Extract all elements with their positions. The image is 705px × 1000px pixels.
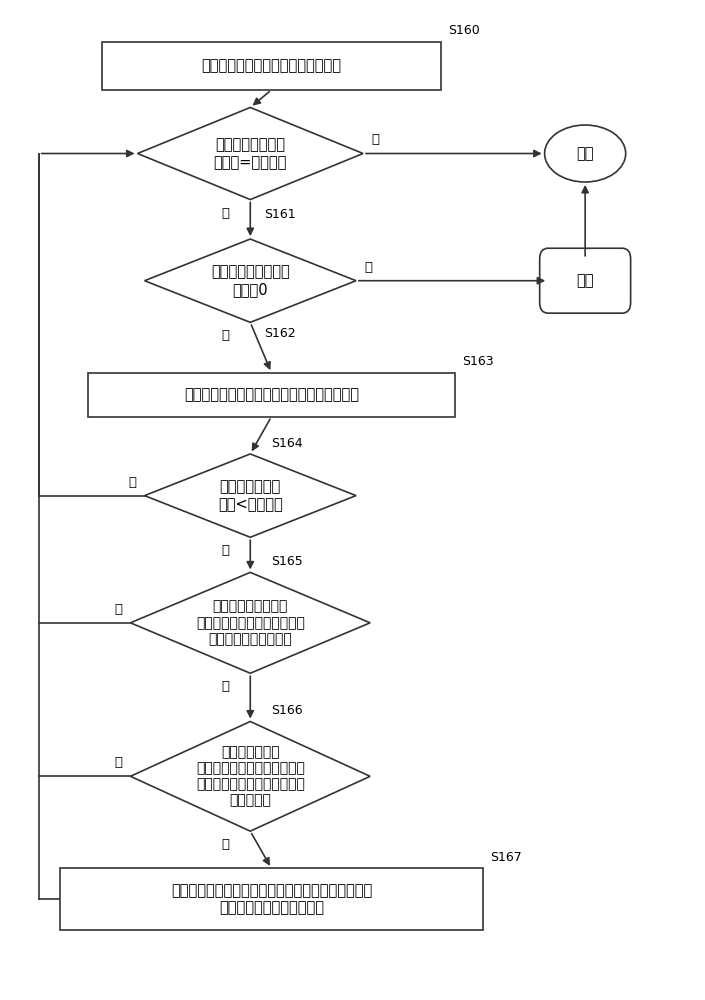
Text: S165: S165 (271, 555, 303, 568)
FancyBboxPatch shape (540, 248, 630, 313)
Text: 主机已被占用的端口
列表中至少存在一个端口与主
机需要开放的端口相同: 主机已被占用的端口 列表中至少存在一个端口与主 机需要开放的端口相同 (196, 600, 305, 646)
Text: 是: 是 (114, 603, 122, 616)
Text: 主机的剩余容器
内存<容器内存: 主机的剩余容器 内存<容器内存 (218, 479, 283, 512)
Text: 是: 是 (128, 476, 136, 489)
FancyBboxPatch shape (102, 42, 441, 90)
Polygon shape (145, 454, 356, 537)
Text: 否: 否 (221, 544, 229, 557)
Text: S164: S164 (271, 437, 303, 450)
Text: 否: 否 (221, 329, 229, 342)
Text: 获取在线主机列表中的第一个主机的相应信息: 获取在线主机列表中的第一个主机的相应信息 (184, 387, 359, 402)
Text: 结束: 结束 (577, 146, 594, 161)
Text: S160: S160 (448, 24, 479, 37)
Text: S166: S166 (271, 704, 303, 717)
Text: S167: S167 (490, 851, 522, 864)
Text: 主机已被占用的
可写目录列表中至少存在一对
目录与主机需要映射的可写目
录相互包含: 主机已被占用的 可写目录列表中至少存在一对 目录与主机需要映射的可写目 录相互包… (196, 745, 305, 808)
Polygon shape (137, 107, 363, 200)
FancyBboxPatch shape (60, 868, 483, 930)
Text: 初始化变量信息，遍历在线主机列表: 初始化变量信息，遍历在线主机列表 (202, 58, 341, 73)
Text: 在线主机列表的数目
是否为0: 在线主机列表的数目 是否为0 (211, 265, 290, 297)
Text: 将主机的剩余容器内存减去容器内存，将主机添加到
可以部署容器的主机列表中: 将主机的剩余容器内存减去容器内存，将主机添加到 可以部署容器的主机列表中 (171, 883, 372, 915)
Text: S161: S161 (264, 208, 296, 221)
Text: S162: S162 (264, 327, 296, 340)
Polygon shape (145, 239, 356, 322)
Ellipse shape (544, 125, 626, 182)
Text: 部署容器主机列表
的数量=容器数量: 部署容器主机列表 的数量=容器数量 (214, 137, 287, 170)
Polygon shape (130, 721, 370, 831)
FancyBboxPatch shape (88, 373, 455, 417)
Text: 否: 否 (221, 680, 229, 693)
Text: S163: S163 (462, 355, 494, 368)
Text: 是: 是 (114, 756, 122, 769)
Text: 报错: 报错 (577, 273, 594, 288)
Text: 否: 否 (221, 838, 229, 851)
Text: 是: 是 (364, 261, 372, 274)
Text: 否: 否 (221, 207, 229, 220)
Text: 是: 是 (372, 133, 379, 146)
Polygon shape (130, 572, 370, 673)
